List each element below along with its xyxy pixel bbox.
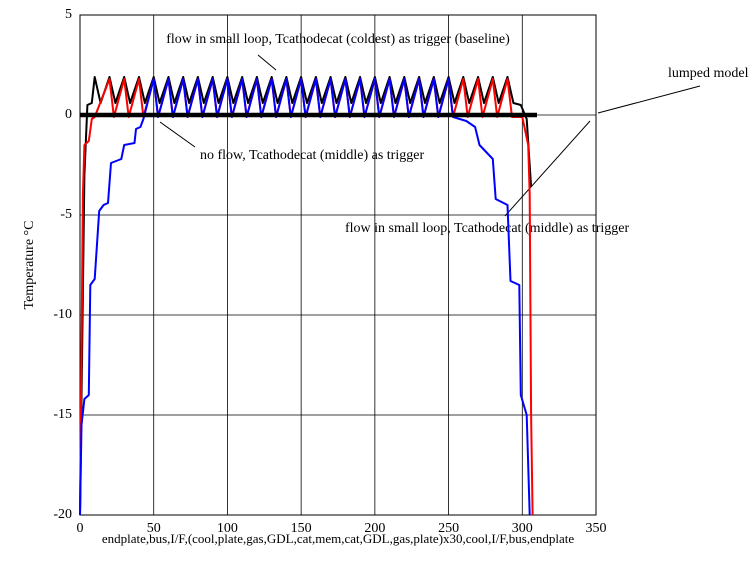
annotation: flow in small loop, Tcathodecat (middle)… bbox=[345, 221, 629, 236]
annotation: flow in small loop, Tcathodecat (coldest… bbox=[166, 32, 510, 47]
annotation-arrow bbox=[597, 85, 701, 114]
x-tick-label: 100 bbox=[217, 521, 238, 536]
series-line bbox=[79, 78, 534, 516]
x-tick-label: 300 bbox=[512, 521, 533, 536]
plot-frame bbox=[79, 14, 597, 516]
annotation: no flow, Tcathodecat (middle) as trigger bbox=[200, 148, 424, 163]
x-tick-label: 250 bbox=[438, 521, 459, 536]
y-tick-label: -10 bbox=[53, 307, 72, 322]
y-tick-label: -20 bbox=[53, 507, 72, 522]
annotation: lumped model bbox=[668, 66, 749, 81]
x-tick-label: 150 bbox=[291, 521, 312, 536]
annotation-arrow bbox=[504, 120, 591, 217]
x-tick-label: 200 bbox=[364, 521, 385, 536]
annotation-arrow bbox=[257, 54, 277, 71]
x-tick-label: 350 bbox=[586, 521, 607, 536]
annotation-arrow bbox=[159, 121, 196, 148]
x-tick-label: 0 bbox=[77, 521, 84, 536]
x-axis-label: endplate,bus,I/F,(cool,plate,gas,GDL,cat… bbox=[102, 531, 575, 546]
y-tick-label: 0 bbox=[65, 107, 72, 122]
y-tick-label: 5 bbox=[65, 7, 72, 22]
y-tick-label: -15 bbox=[53, 407, 72, 422]
y-axis-label: Temperature °C bbox=[22, 221, 37, 310]
series-line bbox=[79, 76, 533, 516]
y-tick-label: -5 bbox=[60, 207, 72, 222]
x-tick-label: 50 bbox=[147, 521, 161, 536]
series-line bbox=[79, 78, 531, 516]
